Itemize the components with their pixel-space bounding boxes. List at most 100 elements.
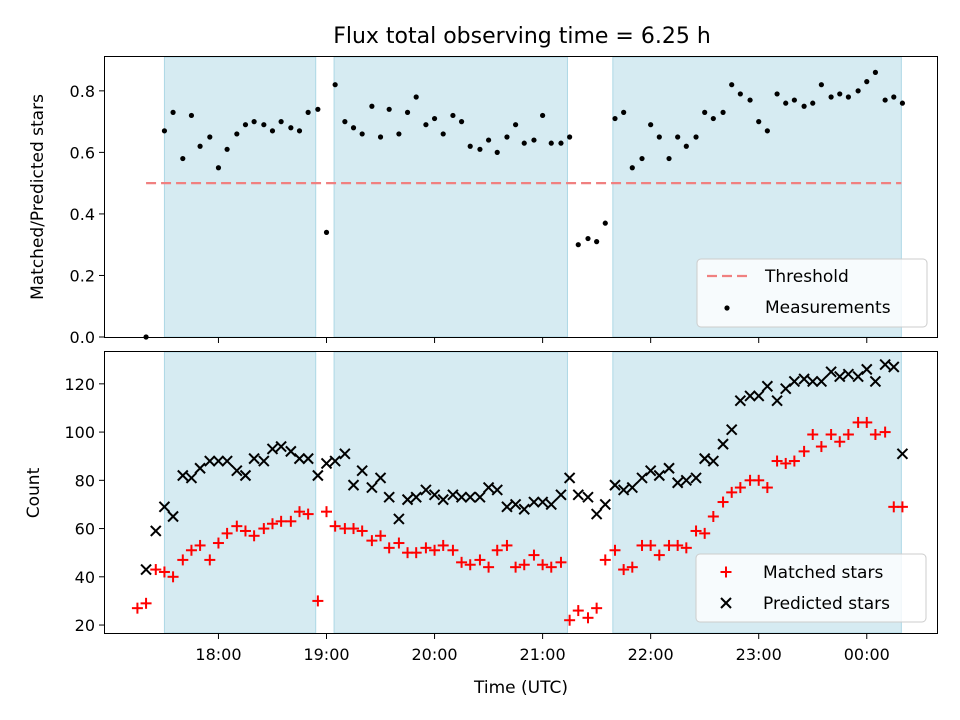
measurement-point [648, 122, 654, 128]
predicted-star-point [590, 508, 603, 520]
measurement-point [377, 134, 384, 140]
legend-predicted-label: Predicted stars [763, 594, 890, 614]
matched-star-point [329, 520, 341, 532]
measurement-point [207, 134, 213, 140]
predicted-star-point [599, 498, 611, 511]
matched-star-point [356, 525, 368, 537]
predicted-star-point [212, 455, 225, 467]
measurement-point [720, 109, 726, 115]
matched-star-point [420, 542, 432, 554]
matched-star-point [437, 539, 449, 551]
x-axis-label: Time (UTC) [473, 678, 568, 698]
measurement-point [666, 155, 672, 162]
measurement-point [756, 119, 762, 125]
measurement-point [296, 128, 303, 134]
matched-star-point [780, 457, 792, 469]
matched-star-point [788, 455, 800, 467]
predicted-star-point [464, 491, 476, 503]
panel-top: 0.00.20.40.60.8 Matched/Predicted stars … [28, 56, 938, 347]
bottom-legend-box [695, 553, 927, 623]
matched-star-points [131, 416, 908, 626]
predicted-star-point [753, 390, 765, 402]
matched-star-point [285, 515, 297, 527]
measurement-point [224, 146, 230, 152]
predicted-star-point [401, 493, 414, 506]
matched-star-point [293, 506, 305, 518]
predicted-star-point [834, 370, 846, 383]
predicted-star-point [455, 491, 468, 503]
x-tick-label: 18:00 [195, 645, 241, 664]
matched-star-point [204, 554, 216, 566]
matched-star-point [510, 561, 522, 573]
predicted-star-point [807, 375, 819, 388]
matched-star-point [221, 527, 233, 539]
y-tick-label: 120 [64, 375, 95, 394]
measurement-point [629, 165, 635, 171]
y-tick-label: 0.8 [70, 82, 95, 101]
observing-window [163, 56, 317, 338]
predicted-star-point [644, 464, 657, 477]
predicted-star-point [788, 375, 801, 388]
measurement-point [404, 109, 411, 115]
matched-star-point [483, 561, 495, 573]
measurement-point [774, 91, 780, 97]
matched-star-point [410, 547, 422, 559]
bottom-ylabel: Count [24, 467, 44, 518]
measurement-point [234, 131, 240, 137]
predicted-star-point [771, 395, 783, 407]
matched-star-point [717, 496, 729, 508]
predicted-star-point [158, 501, 171, 513]
matched-star-point [302, 508, 314, 520]
predicted-star-point [707, 455, 720, 467]
matched-star-point [572, 605, 584, 617]
matched-star-point [771, 455, 783, 467]
measurement-point [494, 149, 500, 155]
predicted-star-point [744, 390, 756, 402]
measurement-point [359, 131, 365, 137]
matched-star-point [726, 486, 738, 498]
measurement-point [872, 69, 879, 75]
predicted-star-point [491, 484, 503, 496]
matched-star-point [528, 549, 540, 561]
predicted-star-point [140, 563, 152, 576]
measurement-point [369, 103, 375, 109]
predicted-star-point [761, 380, 774, 392]
predicted-star-point [447, 489, 459, 501]
matched-star-point [194, 539, 206, 551]
predicted-star-point [239, 469, 252, 482]
measurement-point [702, 109, 708, 115]
matched-star-point [491, 544, 503, 556]
y-tick-label: 60 [75, 520, 95, 539]
matched-star-point [158, 566, 170, 578]
measurement-point [764, 128, 770, 134]
predicted-star-point [572, 489, 584, 501]
top-ylabel: Matched/Predicted stars [28, 94, 48, 300]
matched-star-point [564, 614, 576, 626]
measurement-point [837, 91, 843, 97]
measurement-point [612, 115, 618, 122]
y-tick-label: 0.4 [70, 205, 95, 224]
predicted-star-point [842, 368, 855, 380]
predicted-star-point [653, 469, 666, 482]
predicted-star-point [347, 479, 360, 491]
x-tick-label: 20:00 [412, 645, 458, 664]
predicted-star-point [609, 479, 621, 491]
predicted-star-point [221, 455, 233, 467]
measurement-point [585, 235, 591, 242]
y-tick-label: 0.2 [70, 266, 95, 285]
matched-star-point [348, 523, 360, 535]
measurement-point [251, 119, 257, 125]
measurement-point [693, 134, 699, 140]
observing-window [163, 351, 317, 634]
measurement-point [783, 100, 789, 106]
legend-threshold-label: Threshold [764, 267, 849, 287]
measurement-point [396, 131, 402, 137]
matched-star-point [672, 539, 684, 551]
predicted-star-point [320, 457, 333, 470]
measurement-point [810, 100, 816, 106]
measurement-point [512, 122, 519, 128]
measurement-point [458, 119, 465, 125]
measurement-point [170, 109, 176, 115]
matched-star-point [131, 602, 143, 614]
predicted-star-point [383, 491, 395, 503]
